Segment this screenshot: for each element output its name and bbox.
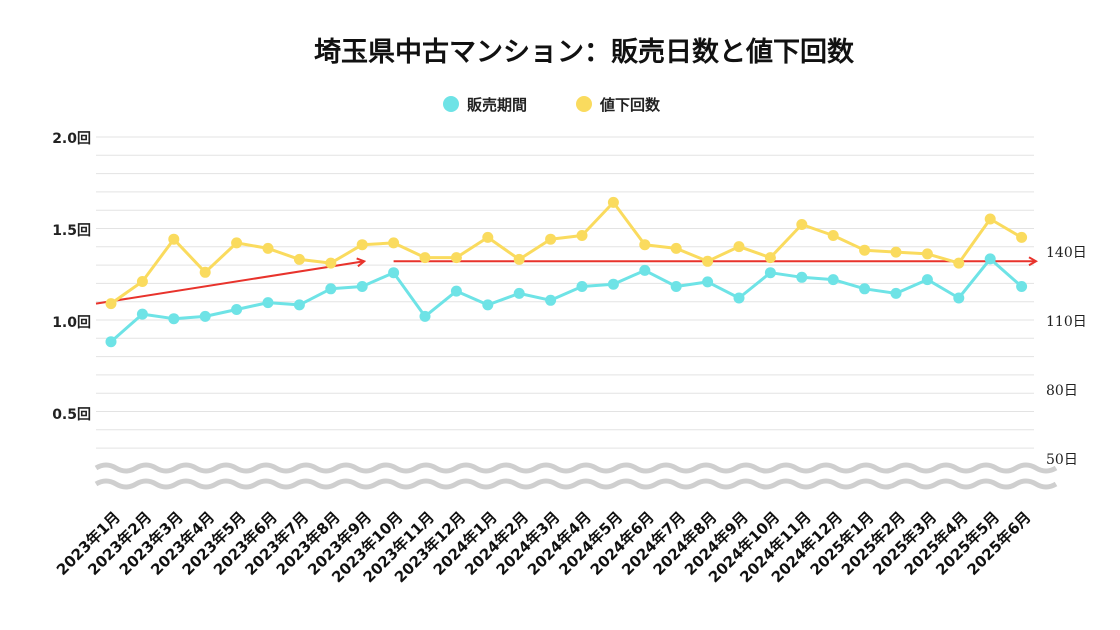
- data-point: [859, 244, 871, 256]
- data-point: [764, 252, 776, 264]
- right-tick-label: 110日: [1046, 314, 1087, 330]
- data-point: [702, 255, 714, 267]
- data-point: [231, 237, 243, 249]
- data-point: [764, 267, 776, 279]
- data-point: [670, 281, 682, 292]
- data-point: [199, 310, 211, 322]
- chart-legend: 販売期間 値下回数: [443, 96, 661, 114]
- data-point: [450, 285, 462, 297]
- data-point: [702, 276, 714, 288]
- chart-title: 埼玉県中古マンション：販売日数と値下回数: [314, 37, 855, 68]
- data-point: [827, 230, 839, 241]
- data-point: [136, 276, 148, 287]
- data-point: [105, 298, 117, 310]
- data-point: [293, 299, 305, 311]
- right-tick-label: 140日: [1046, 245, 1087, 261]
- data-point: [168, 233, 180, 245]
- data-point: [419, 252, 431, 264]
- data-point: [231, 304, 243, 315]
- axis-break-wave: [94, 478, 1058, 490]
- data-point: [262, 242, 274, 254]
- data-point: [733, 292, 745, 304]
- data-point: [136, 308, 148, 320]
- right-tick-label: 50日: [1046, 452, 1078, 468]
- data-point: [607, 278, 619, 290]
- data-point: [388, 267, 400, 279]
- data-point: [482, 231, 494, 243]
- legend-label: 販売期間: [467, 96, 527, 114]
- data-point: [388, 237, 400, 249]
- data-point: [262, 297, 274, 309]
- data-point: [921, 248, 933, 260]
- data-point: [953, 257, 965, 269]
- data-point: [827, 274, 839, 286]
- data-point: [796, 271, 808, 283]
- right-tick-label: 80日: [1046, 383, 1078, 399]
- axis-break-marks: [94, 462, 1058, 490]
- data-point: [482, 299, 494, 311]
- data-point: [513, 287, 525, 299]
- data-point: [545, 294, 557, 306]
- data-point: [356, 239, 368, 251]
- data-point: [293, 253, 305, 265]
- legend-marker: [576, 96, 592, 112]
- left-tick-label: 1.0回: [52, 315, 91, 331]
- data-point: [670, 242, 682, 254]
- data-point: [419, 310, 431, 322]
- left-tick-label: 1.5回: [52, 223, 91, 239]
- data-point: [984, 253, 996, 265]
- data-point: [545, 233, 557, 245]
- data-point: [733, 241, 745, 253]
- data-point: [1016, 281, 1028, 292]
- gridlines: [96, 136, 1034, 449]
- data-point: [890, 246, 902, 258]
- x-axis-ticks: 2023年1月2023年2月2023年3月2023年4月2023年5月2023年…: [53, 508, 1034, 586]
- series-line: [110, 200, 1023, 305]
- data-point: [639, 264, 651, 276]
- axis-break-wave: [94, 462, 1058, 474]
- data-point: [984, 213, 996, 225]
- data-point: [513, 253, 525, 265]
- right-axis-ticks: 140日 110日 80日 50日: [1046, 245, 1087, 468]
- trend-arrow: [95, 261, 364, 305]
- data-point: [890, 287, 902, 299]
- series-group: [105, 196, 1028, 348]
- left-tick-label: 0.5回: [52, 407, 91, 423]
- data-point: [921, 274, 933, 286]
- data-point: [325, 257, 337, 269]
- left-tick-label: 2.0回: [52, 131, 91, 147]
- data-point: [796, 219, 808, 230]
- legend-label: 値下回数: [599, 96, 661, 114]
- data-point: [953, 292, 965, 304]
- data-point: [199, 266, 211, 278]
- trend-arrows: [95, 261, 1036, 305]
- data-point: [168, 313, 180, 325]
- legend-marker: [443, 96, 459, 112]
- series-line: [110, 257, 1023, 343]
- data-point: [356, 281, 368, 292]
- data-point: [450, 252, 462, 264]
- data-point: [639, 239, 651, 251]
- data-point: [1016, 231, 1028, 243]
- data-point: [859, 283, 871, 295]
- data-point: [576, 230, 588, 241]
- data-point: [576, 281, 588, 292]
- data-point: [325, 283, 337, 295]
- left-axis-ticks: 2.0回 1.5回 1.0回 0.5回: [52, 131, 91, 423]
- data-point: [105, 336, 117, 348]
- data-point: [607, 196, 619, 208]
